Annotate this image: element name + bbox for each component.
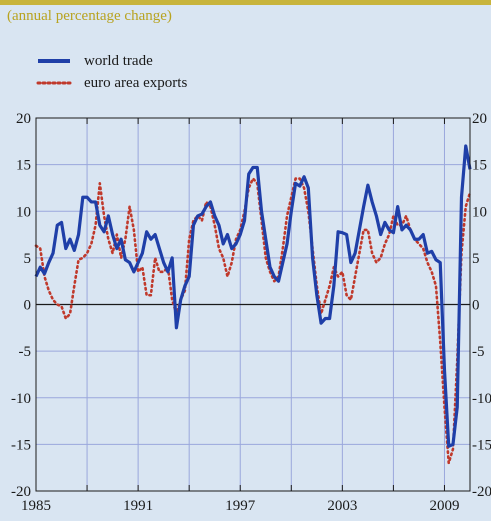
y-tick-label-right-7: -15 <box>472 437 491 453</box>
y-tick-label-left-0: 20 <box>16 111 31 127</box>
plot-frame <box>35 117 471 492</box>
y-tick-label-left-4: 0 <box>24 298 32 314</box>
y-tick-label-right-5: -5 <box>472 344 485 360</box>
y-tick-label-left-1: 15 <box>16 158 31 174</box>
y-tick-label-right-1: 15 <box>472 158 487 174</box>
legend-item-world-trade: world trade <box>36 50 187 72</box>
x-tick-label-4: 2009 <box>429 498 459 514</box>
top-rule <box>0 0 491 5</box>
series-line-world-trade <box>34 144 472 448</box>
legend: world trade euro area exports <box>36 50 187 94</box>
y-tick-label-right-4: 0 <box>472 298 480 314</box>
y-tick-label-right-0: 20 <box>472 111 487 127</box>
legend-label-euro-area-exports: euro area exports <box>84 74 188 91</box>
y-axis-right-labels: 20 15 10 5 0 -5 -10 -15 -20 <box>472 111 491 500</box>
y-tick-label-left-7: -15 <box>11 437 31 453</box>
series-line-euro-area-exports <box>34 177 472 465</box>
y-tick-label-right-6: -10 <box>472 391 491 407</box>
y-tick-label-left-6: -10 <box>11 391 31 407</box>
series-layer <box>34 144 472 465</box>
y-tick-label-left-5: -5 <box>19 344 32 360</box>
x-tick-label-2: 1997 <box>225 498 256 514</box>
x-tick-label-3: 2003 <box>327 498 357 514</box>
legend-label-world-trade: world trade <box>84 52 153 69</box>
legend-item-euro-area-exports: euro area exports <box>36 72 187 94</box>
y-tick-label-right-3: 5 <box>472 251 480 267</box>
x-tick-label-0: 1985 <box>21 498 51 514</box>
legend-swatch-world-trade <box>38 59 70 63</box>
y-tick-label-right-8: -20 <box>472 484 491 500</box>
x-axis-ticks <box>35 118 445 491</box>
legend-swatch-euro-area-exports <box>36 81 72 85</box>
chart-subtitle: (annual percentage change) <box>7 8 172 24</box>
y-tick-label-right-2: 10 <box>472 204 487 220</box>
y-tick-label-left-8: -20 <box>11 484 31 500</box>
x-axis-labels: 1985 1991 1997 2003 2009 <box>21 498 459 514</box>
y-axis-left-labels: 20 15 10 5 0 -5 -10 -15 -20 <box>11 111 31 500</box>
y-tick-label-left-2: 10 <box>16 204 31 220</box>
y-tick-label-left-3: 5 <box>24 251 32 267</box>
x-tick-label-1: 1991 <box>123 498 153 514</box>
